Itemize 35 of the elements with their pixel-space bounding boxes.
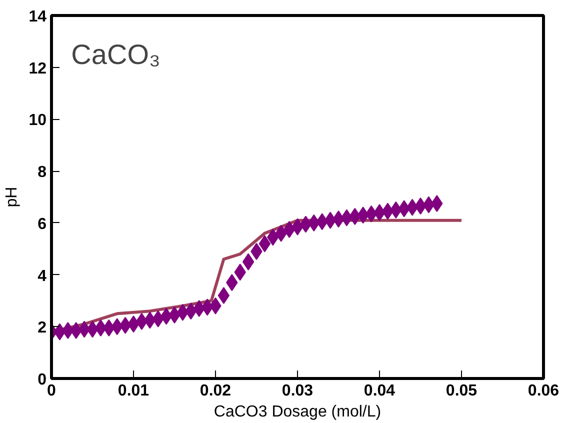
y-tick-label: 8 bbox=[38, 164, 47, 182]
y-tick-label: 12 bbox=[28, 60, 47, 78]
point bbox=[176, 304, 189, 321]
y-tick-label: 2 bbox=[38, 320, 47, 337]
point bbox=[422, 196, 435, 214]
point bbox=[242, 253, 254, 270]
annotation: CaCO₃ bbox=[71, 38, 160, 70]
point bbox=[201, 298, 214, 316]
x-axis-title: CaCO3 Dosage (mol/L) bbox=[214, 404, 382, 420]
y-tick-label: 14 bbox=[28, 8, 47, 26]
x-tick-label: 0.03 bbox=[282, 382, 314, 400]
y-axis-title: pH bbox=[4, 186, 21, 208]
point bbox=[78, 320, 90, 338]
x-tick-label: 0.02 bbox=[200, 382, 232, 400]
point bbox=[218, 287, 230, 304]
point bbox=[94, 319, 107, 336]
point bbox=[119, 316, 132, 334]
x-tick-label: 0.04 bbox=[364, 382, 396, 400]
y-tick-label: 10 bbox=[28, 112, 47, 130]
point bbox=[258, 235, 271, 252]
point bbox=[382, 202, 394, 220]
point bbox=[160, 308, 172, 325]
x-tick-label: 0.01 bbox=[118, 382, 150, 400]
point bbox=[283, 220, 296, 238]
x-tick-label: 0.06 bbox=[528, 382, 560, 400]
point bbox=[136, 312, 148, 330]
point bbox=[406, 198, 418, 216]
point bbox=[300, 216, 312, 233]
point bbox=[365, 205, 378, 222]
y-tick-label: 4 bbox=[38, 268, 47, 285]
y-tick-label: 6 bbox=[38, 216, 47, 233]
point bbox=[340, 209, 353, 226]
x-tick-label: 0.05 bbox=[446, 382, 478, 400]
point bbox=[324, 212, 336, 229]
y-tick-label: 0 bbox=[38, 372, 47, 388]
